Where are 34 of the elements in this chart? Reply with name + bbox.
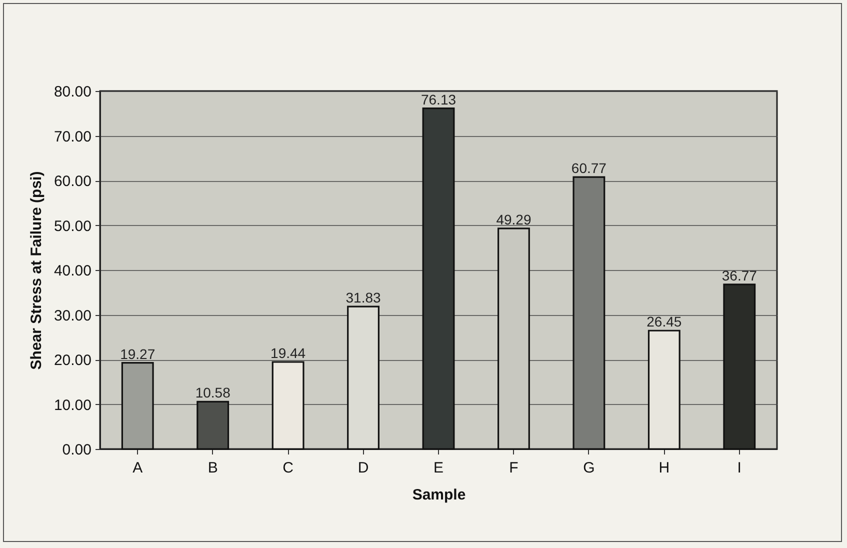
y-tick-label: 30.00 xyxy=(54,307,92,324)
data-label: 19.44 xyxy=(270,345,306,362)
y-tick-label: 60.00 xyxy=(54,173,92,190)
x-tick-label: D xyxy=(358,460,369,476)
x-tick-label: G xyxy=(583,460,595,476)
x-axis-title: Sample xyxy=(412,486,466,504)
x-tick-label: F xyxy=(509,460,518,476)
x-tick-label: I xyxy=(737,460,742,476)
bar xyxy=(272,361,304,450)
data-label: 26.45 xyxy=(646,314,682,330)
data-label: 36.77 xyxy=(722,267,758,284)
data-label: 76.13 xyxy=(420,91,456,108)
y-tick-label: 0.00 xyxy=(62,442,92,458)
x-tick-label: E xyxy=(433,460,444,476)
data-label: 49.29 xyxy=(496,211,532,228)
bar xyxy=(347,306,380,450)
data-label: 60.77 xyxy=(571,160,607,176)
data-label: 31.83 xyxy=(346,290,381,306)
x-tick-label: C xyxy=(282,460,294,476)
data-label: 10.58 xyxy=(195,384,231,401)
x-tick-label: H xyxy=(658,460,670,476)
y-tick-label: 10.00 xyxy=(54,396,92,414)
y-axis-title: Shear Stress at Failure (psi) xyxy=(28,171,45,370)
y-tick-label: 50.00 xyxy=(54,218,92,235)
bar xyxy=(572,176,606,450)
bar xyxy=(121,362,154,450)
y-tick-label: 80.00 xyxy=(54,84,92,100)
y-tick-label: 40.00 xyxy=(54,262,92,280)
x-tick-label: A xyxy=(132,460,143,476)
bar xyxy=(648,330,680,450)
data-label: 19.27 xyxy=(120,346,156,362)
x-tick-label: B xyxy=(208,460,218,476)
y-tick-label: 70.00 xyxy=(54,128,92,146)
y-tick-label: 20.00 xyxy=(54,352,92,369)
